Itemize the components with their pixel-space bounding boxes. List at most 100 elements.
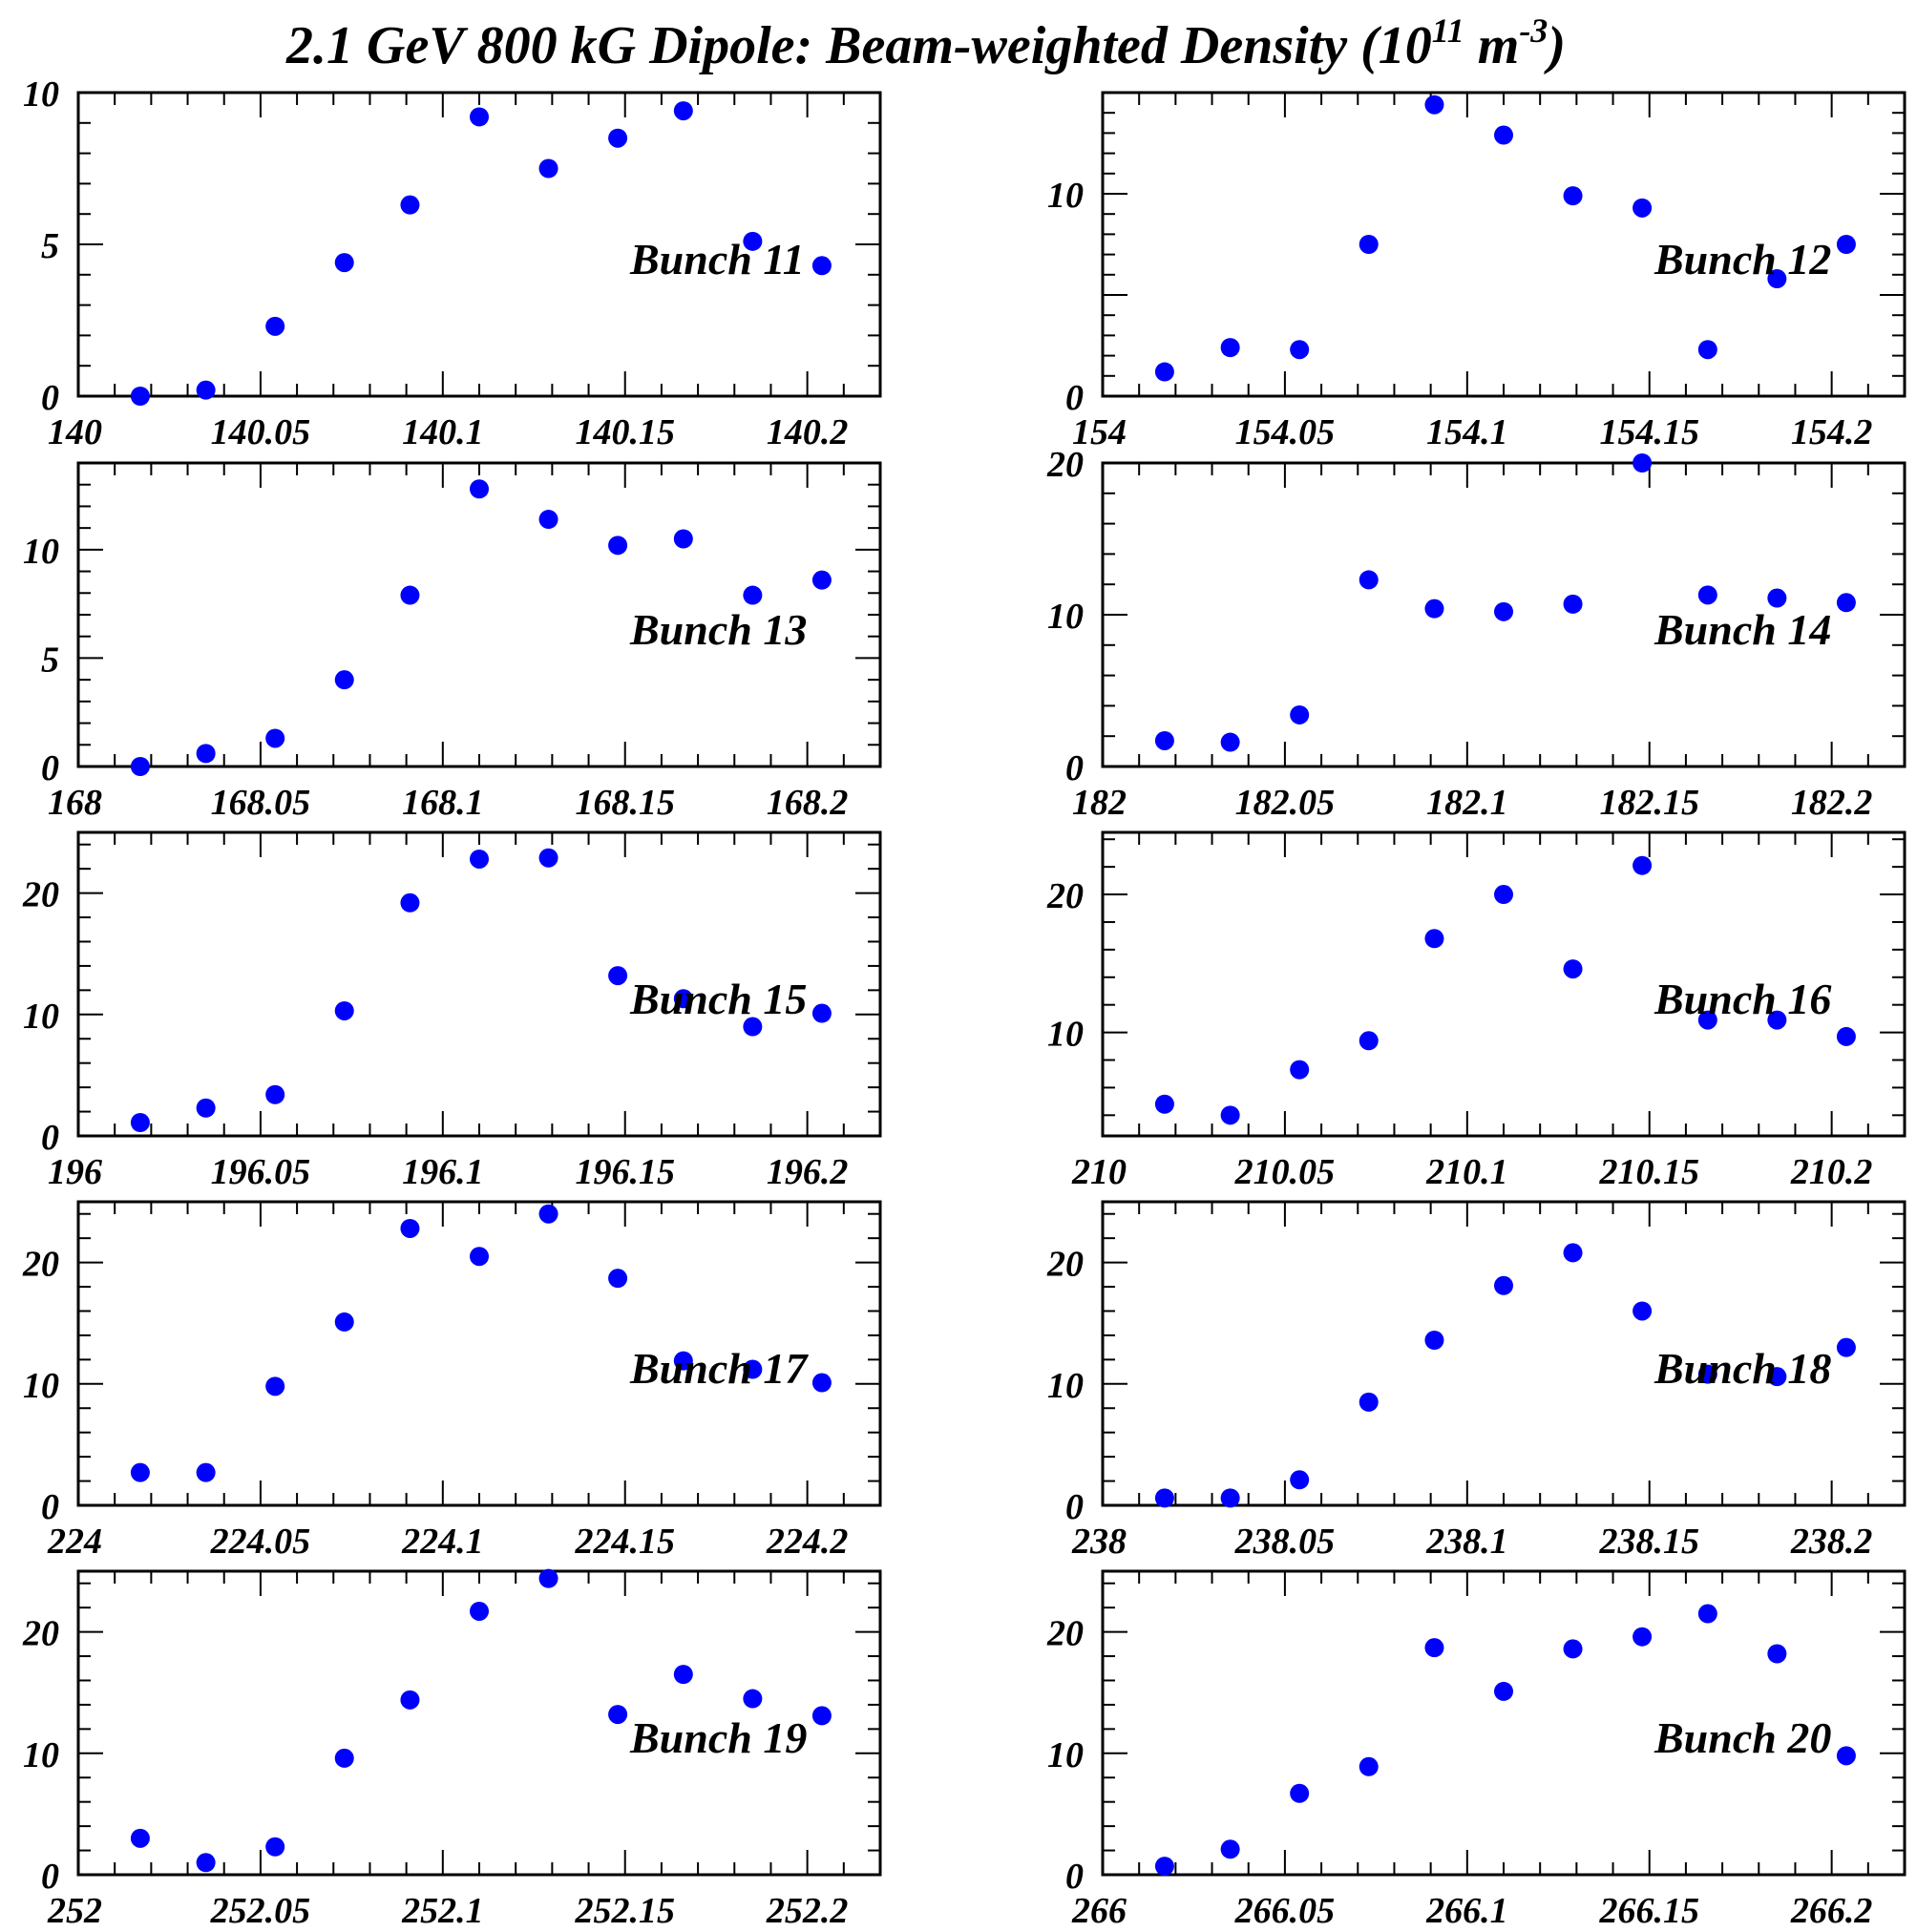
y-tick-label: 5 [41,226,59,266]
data-point [1290,1470,1310,1490]
plot-frame [76,1569,882,1877]
data-point [811,1706,832,1726]
data-point [130,387,150,406]
x-tick-label: 252.1 [401,1891,484,1931]
plot-frame [1101,830,1906,1138]
x-tick-label: 140.2 [767,412,849,452]
x-tick-label: 210.05 [1234,1152,1336,1192]
plot-frame [76,91,882,398]
data-point [1836,1746,1856,1766]
y-tick-label: 0 [41,1487,59,1527]
data-point [811,256,832,276]
data-point [1154,730,1174,750]
bunch-label: Bunch 17 [629,1344,809,1393]
x-tick-label: 154.15 [1599,412,1699,452]
x-tick-label: 154.1 [1426,412,1508,452]
x-tick-label: 182.2 [1791,783,1873,823]
x-tick-label: 182.05 [1235,783,1336,823]
x-tick-label: 224.05 [210,1522,311,1562]
data-point [470,107,489,127]
y-tick-label: 20 [22,1614,59,1654]
data-point [743,231,763,251]
x-tick-label: 210 [1071,1152,1127,1192]
x-tick-label: 238.15 [1598,1522,1699,1562]
title-unit: m [1464,16,1520,75]
data-point [1220,732,1240,752]
y-tick-label: 20 [22,875,59,915]
x-tick-label: 154.2 [1791,412,1873,452]
data-point [1424,1638,1444,1658]
data-point [743,585,763,605]
title-main: 2.1 GeV 800 kG Dipole: Beam-weighted Den… [285,16,1432,75]
x-tick-label: 252.15 [574,1891,675,1931]
plot-frame [76,1200,882,1507]
data-point [1563,1243,1583,1263]
data-point [265,1376,285,1396]
data-point [1424,929,1444,949]
y-tick-label: 20 [22,1245,59,1285]
data-point [400,585,420,605]
data-point [1290,1060,1310,1080]
data-point [538,510,558,530]
data-point [1494,1681,1513,1701]
x-tick-label: 224.2 [766,1522,849,1562]
y-tick-label: 10 [23,1735,59,1775]
figure-title: 2.1 GeV 800 kG Dipole: Beam-weighted Den… [285,11,1566,75]
panel-bunch-16: 210 210.05 210.1 210.15 210.2 10 20 Bunch 16 [1046,830,1906,1192]
data-point [265,1837,285,1857]
plot-frame [76,461,882,768]
data-point [1154,1857,1174,1877]
data-point [1290,340,1310,360]
bunch-label: Bunch 12 [1654,235,1831,284]
data-point [538,1568,558,1588]
x-tick-label: 140 [48,412,102,452]
x-tick-label: 182.15 [1599,783,1699,823]
data-point [1359,570,1379,590]
panel-bunch-17: 224 224.05 224.1 224.15 224.2 0 10 20 Bunch 17 [22,1200,882,1562]
data-point [1424,1331,1444,1351]
data-point [811,1373,832,1393]
x-tick-label: 182.1 [1426,783,1508,823]
data-point [1290,704,1310,724]
data-point [538,848,558,868]
data-point [1494,601,1513,621]
data-point [743,1359,763,1379]
y-tick-label: 0 [1065,378,1084,418]
x-tick-label: 266.15 [1598,1891,1699,1931]
y-tick-label: 0 [41,1118,59,1158]
data-point [1154,362,1174,382]
data-point [1359,1031,1379,1051]
plot-frame [1101,1200,1906,1507]
data-point [1836,1337,1856,1357]
y-tick-label: 0 [41,1857,59,1897]
data-point [1359,1756,1379,1776]
data-point [196,380,216,400]
data-point [334,1312,354,1332]
data-point [400,1690,420,1710]
data-point [400,195,420,215]
data-point [1154,1094,1174,1114]
y-tick-label: 10 [1047,176,1084,216]
data-point [1633,198,1653,218]
panel-bunch-12: 154 154.05 154.1 154.15 154.2 0 10 Bunch 12 [1047,91,1906,452]
x-tick-label: 224.1 [401,1522,484,1562]
data-point [673,529,693,549]
y-tick-label: 20 [1046,445,1084,485]
panel-bunch-11: 140 140.05 140.1 140.15 140.2 0 5 10 Bunch 11 [23,74,882,452]
x-tick-label: 266.05 [1234,1891,1336,1931]
data-point [1836,235,1856,254]
x-tick-label: 238.05 [1234,1522,1336,1562]
x-tick-label: 210.1 [1425,1152,1508,1192]
data-point [1697,1010,1717,1030]
data-point [1563,594,1583,614]
bunch-label: Bunch 16 [1654,975,1831,1023]
data-point [196,1462,216,1482]
data-point [130,1828,150,1848]
data-point [1633,855,1653,875]
x-tick-label: 196.15 [575,1152,675,1192]
data-point [1697,1604,1717,1624]
y-tick-label: 20 [1046,1245,1084,1285]
bunch-label: Bunch 18 [1654,1344,1831,1393]
bunch-label: Bunch 20 [1654,1713,1831,1762]
